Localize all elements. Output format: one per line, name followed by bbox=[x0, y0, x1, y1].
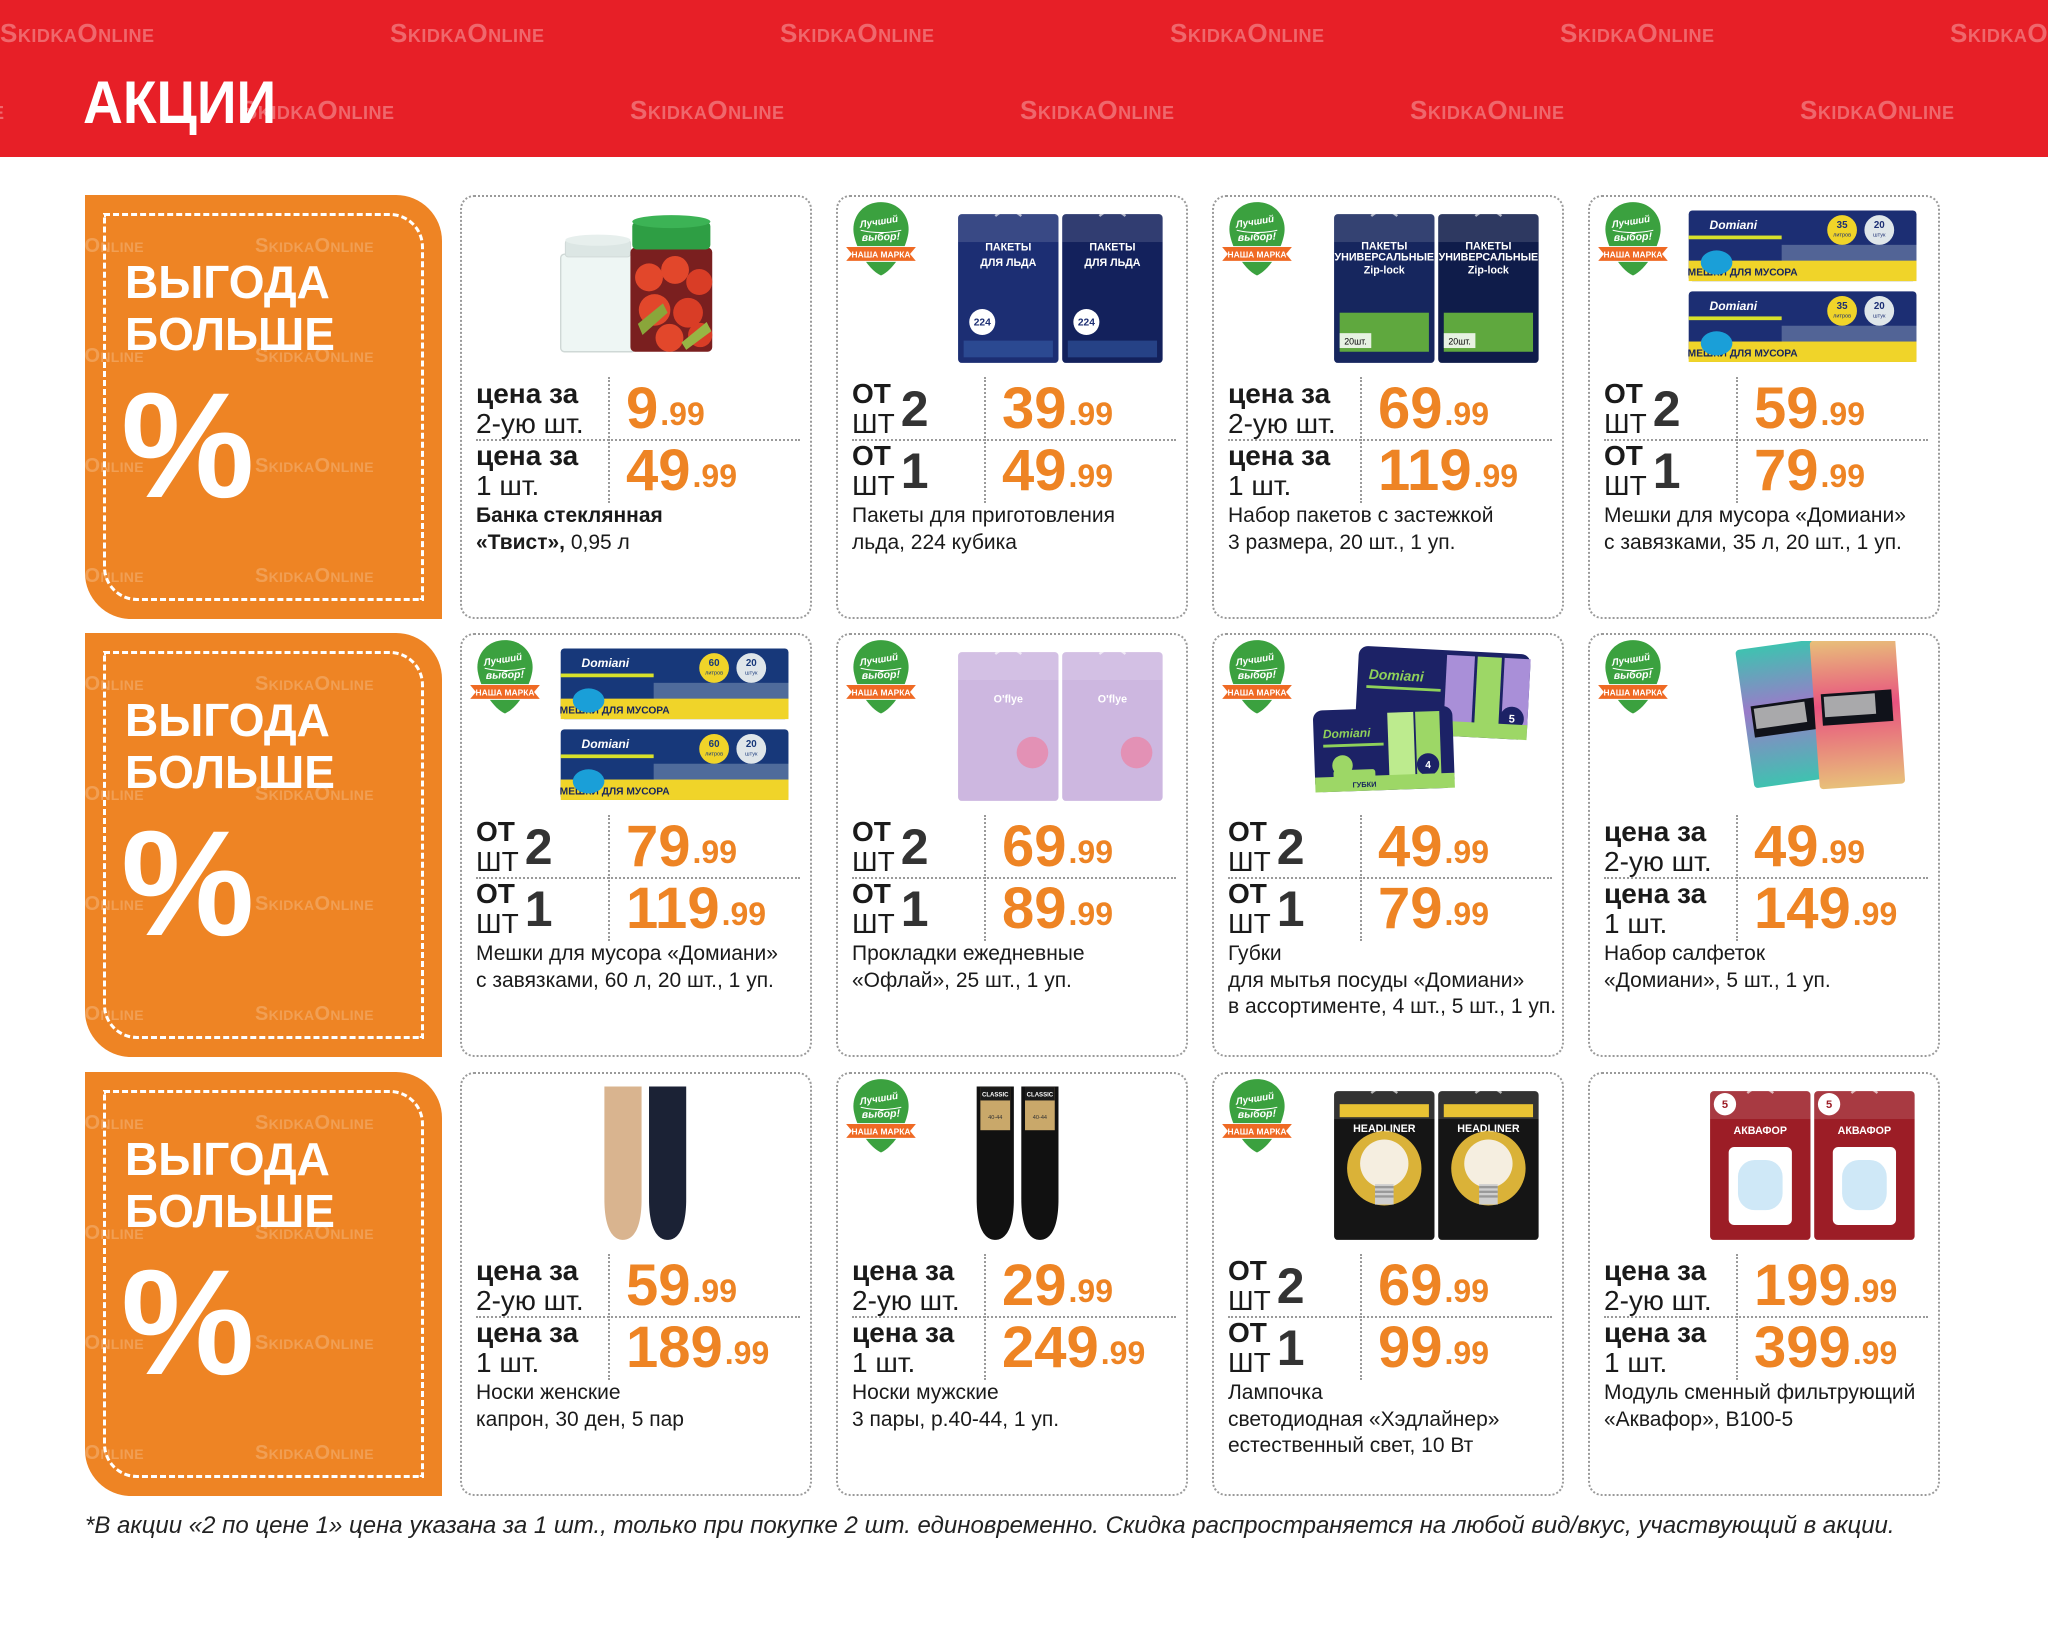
svg-text:4: 4 bbox=[1425, 760, 1431, 771]
svg-text:Domiani: Domiani bbox=[581, 737, 629, 751]
svg-text:ГУБКИ: ГУБКИ bbox=[1352, 780, 1376, 790]
svg-text:штук: штук bbox=[745, 670, 758, 676]
svg-text:Domiani: Domiani bbox=[1709, 299, 1757, 313]
svg-text:224: 224 bbox=[974, 318, 991, 329]
svg-text:литров: литров bbox=[705, 670, 723, 676]
svg-text:Zip-lock: Zip-lock bbox=[1468, 265, 1509, 277]
svg-text:60: 60 bbox=[709, 658, 720, 669]
svg-text:20: 20 bbox=[746, 739, 757, 750]
svg-text:УНИВЕРСАЛЬНЫЕ: УНИВЕРСАЛЬНЫЕ bbox=[1439, 252, 1539, 264]
svg-text:Domiani: Domiani bbox=[581, 656, 629, 670]
svg-text:НАША МАРКА: НАША МАРКА bbox=[852, 250, 911, 260]
svg-text:УНИВЕРСАЛЬНЫЕ: УНИВЕРСАЛЬНЫЕ bbox=[1334, 252, 1434, 264]
svg-text:НАША МАРКА: НАША МАРКА bbox=[852, 1127, 911, 1137]
svg-text:выбор!: выбор! bbox=[862, 231, 901, 244]
svg-text:ПАКЕТЫ: ПАКЕТЫ bbox=[985, 241, 1031, 253]
svg-text:Domiani: Domiani bbox=[1368, 666, 1425, 685]
svg-text:40-44: 40-44 bbox=[988, 1115, 1002, 1121]
svg-text:литров: литров bbox=[705, 751, 723, 757]
svg-text:выбор!: выбор! bbox=[1238, 669, 1277, 682]
svg-text:НАША МАРКА: НАША МАРКА bbox=[1604, 250, 1663, 260]
svg-text:224: 224 bbox=[1078, 318, 1095, 329]
svg-text:ПАКЕТЫ: ПАКЕТЫ bbox=[1361, 240, 1407, 252]
svg-text:O'flye: O'flye bbox=[1098, 693, 1127, 705]
svg-text:5: 5 bbox=[1826, 1099, 1832, 1111]
svg-text:5: 5 bbox=[1508, 713, 1515, 725]
svg-text:35: 35 bbox=[1837, 220, 1848, 231]
svg-text:20: 20 bbox=[746, 658, 757, 669]
svg-text:20шт.: 20шт. bbox=[1448, 336, 1470, 346]
svg-text:CLASSIC: CLASSIC bbox=[982, 1093, 1009, 1099]
svg-text:литров: литров bbox=[1833, 313, 1851, 319]
svg-text:выбор!: выбор! bbox=[486, 669, 525, 682]
svg-text:АКВАФОР: АКВАФОР bbox=[1734, 1125, 1787, 1137]
svg-text:НАША МАРКА: НАША МАРКА bbox=[1228, 250, 1287, 260]
svg-text:НАША МАРКА: НАША МАРКА bbox=[852, 688, 911, 698]
svg-text:НАША МАРКА: НАША МАРКА bbox=[1228, 688, 1287, 698]
svg-text:ПАКЕТЫ: ПАКЕТЫ bbox=[1089, 241, 1135, 253]
svg-text:штук: штук bbox=[745, 751, 758, 757]
svg-text:Zip-lock: Zip-lock bbox=[1364, 265, 1405, 277]
svg-text:выбор!: выбор! bbox=[1614, 669, 1653, 682]
svg-text:O'flye: O'flye bbox=[994, 693, 1023, 705]
svg-text:НАША МАРКА: НАША МАРКА bbox=[1604, 688, 1663, 698]
svg-text:ПАКЕТЫ: ПАКЕТЫ bbox=[1465, 240, 1511, 252]
svg-text:ДЛЯ ЛЬДА: ДЛЯ ЛЬДА bbox=[1084, 257, 1140, 269]
svg-text:60: 60 bbox=[709, 739, 720, 750]
svg-text:20: 20 bbox=[1874, 301, 1885, 312]
svg-text:выбор!: выбор! bbox=[862, 1108, 901, 1121]
svg-text:выбор!: выбор! bbox=[862, 669, 901, 682]
svg-text:штук: штук bbox=[1873, 232, 1886, 238]
svg-text:выбор!: выбор! bbox=[1238, 1108, 1277, 1121]
svg-text:20: 20 bbox=[1874, 220, 1885, 231]
svg-text:выбор!: выбор! bbox=[1238, 231, 1277, 244]
svg-text:35: 35 bbox=[1837, 301, 1848, 312]
svg-text:НАША МАРКА: НАША МАРКА bbox=[476, 688, 535, 698]
svg-text:5: 5 bbox=[1722, 1099, 1728, 1111]
svg-text:Domiani: Domiani bbox=[1323, 726, 1372, 742]
svg-text:НАША МАРКА: НАША МАРКА bbox=[1228, 1127, 1287, 1137]
svg-text:выбор!: выбор! bbox=[1614, 231, 1653, 244]
svg-text:литров: литров bbox=[1833, 232, 1851, 238]
svg-text:Domiani: Domiani bbox=[1709, 218, 1757, 232]
svg-text:20шт.: 20шт. bbox=[1344, 336, 1366, 346]
svg-text:CLASSIC: CLASSIC bbox=[1027, 1093, 1054, 1099]
svg-text:АКВАФОР: АКВАФОР bbox=[1838, 1125, 1891, 1137]
svg-text:40-44: 40-44 bbox=[1033, 1115, 1047, 1121]
svg-text:штук: штук bbox=[1873, 313, 1886, 319]
svg-text:ДЛЯ ЛЬДА: ДЛЯ ЛЬДА bbox=[980, 257, 1036, 269]
